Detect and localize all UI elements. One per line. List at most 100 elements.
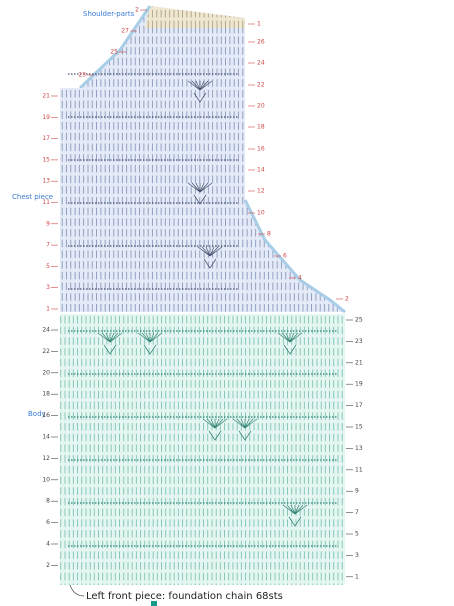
stitch-fan [141,332,151,343]
row-number: 8 [46,498,50,505]
stitch-fan [285,332,291,343]
stitch-fan [210,418,216,429]
stitch-fan [201,246,211,257]
stitch-fan [236,418,246,429]
stitch-v [208,430,222,441]
section-label: Body [28,410,46,418]
stitch-v [193,194,207,205]
stitch-fan [199,182,209,193]
stitch-fan [282,504,296,515]
stitch-fan [289,332,303,343]
stitch-fan [294,504,300,515]
row-number: 8 [267,231,271,238]
row-number: 5 [46,263,50,270]
stitch-fan [109,332,115,343]
row-number: 14 [257,167,265,174]
row-number: 4 [298,275,302,282]
row-number: 21 [355,359,363,366]
row-number: 15 [355,424,363,431]
stitch-fan [290,504,296,515]
row-number: 13 [355,445,363,452]
row-number: 5 [355,531,359,538]
stitch-fan [209,246,219,257]
row-number: 17 [355,402,363,409]
shoulder-top [145,6,245,28]
row-number: 20 [257,103,265,110]
stitch-fan [199,182,205,193]
stitch-fan [202,418,216,429]
stitch-fan [214,418,224,429]
stitch-fan [197,246,211,257]
stitch-fan [214,418,228,429]
stitch-fan [195,80,201,91]
row-number: 3 [355,552,359,559]
row-number: 6 [46,519,50,526]
foundation-leader [69,584,85,597]
row-number: 10 [257,210,265,217]
row-number: 23 [355,338,363,345]
stitch-fan [277,332,291,343]
row-number: 14 [42,434,50,441]
stitch-fan [214,418,220,429]
row-number: 18 [257,124,265,131]
stitch-v [288,516,302,527]
stitch-fan [109,332,119,343]
stitch-v [238,430,252,441]
stitch-fan [149,332,163,343]
row-number: 20 [42,369,50,376]
row-number: 9 [355,488,359,495]
stitch-fan [137,332,151,343]
row-number: 2 [135,7,139,14]
stitch-fan [294,504,304,515]
body-area [60,314,345,585]
stitch-fan [232,418,246,429]
row-number: 23 [78,72,86,79]
row-number: 11 [42,199,50,206]
stitch-fan [149,332,159,343]
stitch-fan [209,246,223,257]
row-number: 4 [46,541,50,548]
row-number: 7 [355,509,359,516]
row-number: 25 [110,49,118,56]
row-number: 13 [42,178,50,185]
row-number: 26 [257,39,265,46]
row-number: 27 [121,28,129,35]
stitch-fan [281,332,291,343]
row-number: 22 [42,348,50,355]
stitch-v [193,92,207,103]
row-number: 24 [42,327,50,334]
stitch-fan [105,332,111,343]
stitch-fan [199,80,209,91]
stitch-fan [289,332,295,343]
stitch-fan [206,418,216,429]
stitch-fan [244,418,254,429]
row-number: 9 [46,220,50,227]
stitch-fan [109,332,123,343]
stitch-fan [244,418,250,429]
stitch-fan [195,182,201,193]
foundation-label: Left front piece: foundation chain 68sts [86,591,283,602]
stitch-fan [205,246,211,257]
stitch-fan [149,332,155,343]
stitch-v [283,344,297,355]
row-number: 10 [42,476,50,483]
stitch-fan [294,504,308,515]
stitch-v [103,344,117,355]
stitch-fan [187,80,201,91]
row-number: 19 [42,114,50,121]
stitch-fan [191,80,201,91]
stitch-fan [199,80,213,91]
row-number: 16 [257,146,265,153]
stitch-fan [209,246,215,257]
row-number: 1 [257,21,261,28]
row-number: 21 [42,93,50,100]
row-number: 7 [46,242,50,249]
row-number: 1 [355,573,359,580]
row-number: 16 [42,412,50,419]
section-label: Chest piece [12,193,53,201]
row-number: 11 [355,466,363,473]
row-number: 1 [46,306,50,313]
section-label: Shoulder-parts [83,10,135,18]
row-number: 18 [42,391,50,398]
